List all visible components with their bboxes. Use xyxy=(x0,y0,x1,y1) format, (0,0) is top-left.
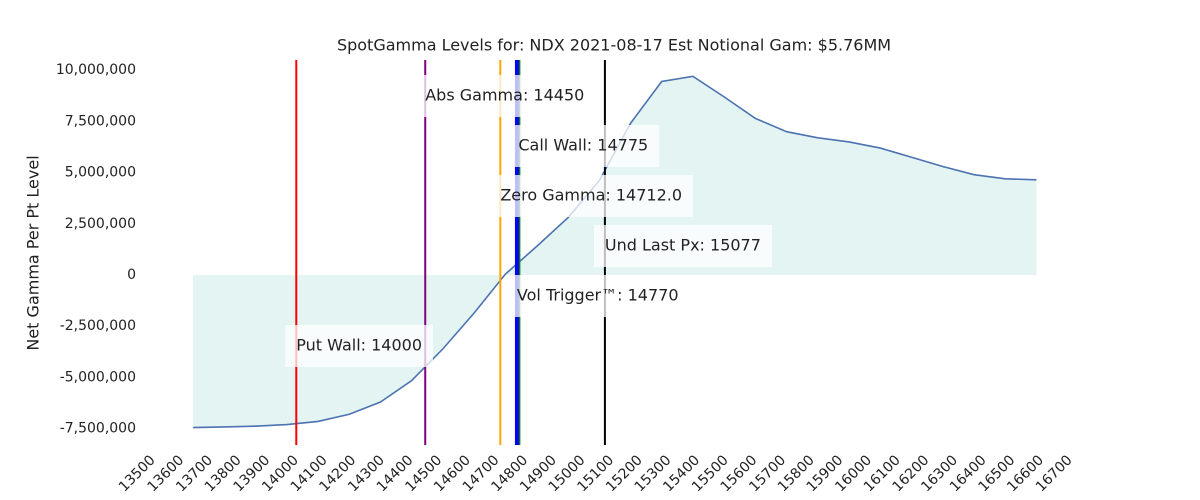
annotation-box xyxy=(593,225,772,267)
level-label: Abs Gamma: 14450 xyxy=(425,86,584,105)
annotation-box xyxy=(414,75,596,117)
level-label: Und Last Px: 15077 xyxy=(605,236,761,255)
y-axis-label: Net Gamma Per Pt Level xyxy=(24,155,43,350)
annotation-box xyxy=(285,325,434,367)
y-tick-label: 0 xyxy=(127,267,136,283)
y-tick-label: 10,000,000 xyxy=(56,62,136,78)
y-tick-label: -7,500,000 xyxy=(60,421,136,437)
chart-title: SpotGamma Levels for: NDX 2021-08-17 Est… xyxy=(337,36,891,55)
level-label: Zero Gamma: 14712.0 xyxy=(500,186,682,205)
level-label: Call Wall: 14775 xyxy=(518,136,648,155)
y-tick-label: 7,500,000 xyxy=(65,113,136,129)
annotation-box xyxy=(489,175,694,217)
y-tick-label: -2,500,000 xyxy=(60,318,136,334)
level-label: Vol Trigger™: 14770 xyxy=(517,286,679,305)
annotation-box xyxy=(507,125,660,167)
level-label: Put Wall: 14000 xyxy=(296,336,422,355)
annotation-box xyxy=(505,275,690,317)
y-tick-label: -5,000,000 xyxy=(60,369,136,385)
y-tick-label: 2,500,000 xyxy=(65,216,136,232)
y-tick-label: 5,000,000 xyxy=(65,165,136,181)
